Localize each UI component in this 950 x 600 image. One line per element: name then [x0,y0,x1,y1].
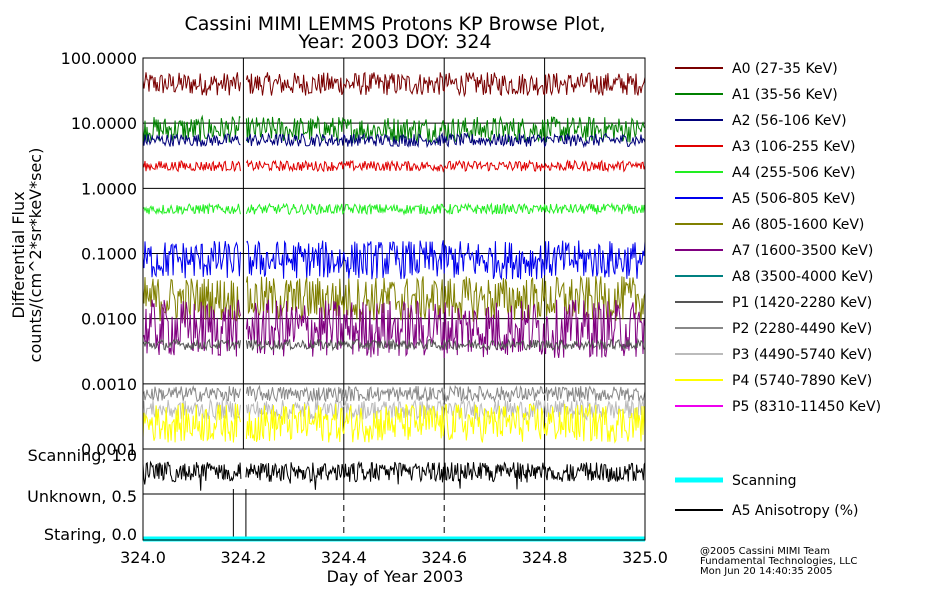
series-line [142,398,241,421]
y-tick-label: 100.0000 [61,49,137,68]
x-tick-label: 325.0 [622,548,668,567]
series-line [245,384,646,404]
legend-entry: P2 (2280-4490 KeV) [732,321,872,337]
legend-entry: P5 (8310-11450 KeV) [732,399,881,415]
flux-panel-grid: 100.0000 10.0000 1.0000 0.1000 0.0100 0.0010 0… [61,49,645,459]
series-line [245,337,646,352]
y-tick-label: 0.0010 [81,375,137,394]
series-line [245,202,646,216]
legend-entry: A1 (35-56 KeV) [732,87,838,103]
legend-entry: P1 (1420-2280 KeV) [732,295,872,311]
legend-entry: A3 (106-255 KeV) [732,139,855,155]
x-tick-label: 324.4 [321,548,367,567]
anisotropy-line [142,460,242,491]
legend-entry: P4 (5740-7890 KeV) [732,373,872,389]
legend-entry: A8 (3500-4000 KeV) [732,269,873,285]
series-line [142,159,241,173]
legend-entry: A6 (805-1600 KeV) [732,217,864,233]
series-line [142,240,241,279]
x-tick-label: 324.0 [120,548,166,567]
mode-panel-border [142,448,646,541]
legend-entry: A5 (506-805 KeV) [732,191,855,207]
series-line [142,277,241,322]
series-line [142,384,241,403]
x-tick-label: 324.8 [522,548,568,567]
series-line [246,239,646,281]
legend-entry: A2 (56-106 KeV) [732,113,847,129]
credit-line-2: Fundamental Technologies, LLC [700,556,857,567]
x-axis-label: Day of Year 2003 [327,567,464,586]
legend-entry: Scanning [732,473,797,489]
series-line [142,72,241,96]
series-line [245,115,646,144]
mode-tick-label: Unknown, 0.5 [27,487,137,506]
legend-entry: A7 (1600-3500 KeV) [732,243,873,259]
y-tick-label: 0.1000 [81,245,137,264]
credit-line-3: Mon Jun 20 14:40:35 2005 [700,566,833,577]
y-tick-label: 10.0000 [71,114,137,133]
legend-entry: A0 (27-35 KeV) [732,61,838,77]
y-tick-label: 0.0001 [81,440,137,459]
series-line [142,338,241,352]
y-tick-label: 0.0100 [81,310,137,329]
mode-panel: Scanning, 1.0 Unknown, 0.5 Staring, 0.0 [27,446,646,544]
x-axis-ticks: 324.0 324.2 324.4 324.6 324.8 325.0 [120,548,668,567]
credit-line-1: @2005 Cassini MIMI Team [700,546,830,557]
series-line [142,202,241,216]
flux-panel-series [142,71,646,444]
legend-entry: A5 Anisotropy (%) [732,503,859,519]
mode-tick-label: Scanning, 1.0 [28,446,137,465]
anisotropy-line [245,460,646,490]
series-line [245,159,646,173]
series-line [245,275,646,322]
x-tick-label: 324.2 [220,548,266,567]
legend: A0 (27-35 KeV) A1 (35-56 KeV) A2 (56-106 K… [675,61,881,519]
series-line [245,299,646,359]
y-axis-label-units: counts/(cm^2*sr*keV*sec) [26,148,45,363]
chart-subtitle: Year: 2003 DOY: 324 [297,31,491,53]
series-line [142,132,241,147]
y-axis-label: Differential Flux [9,191,28,318]
series-line [142,402,241,443]
mode-tick-label: Staring, 0.0 [44,525,137,544]
legend-entry: P3 (4490-5740 KeV) [732,347,872,363]
series-line [245,132,646,149]
series-line [245,71,646,98]
y-tick-label: 1.0000 [81,179,137,198]
series-line [245,403,646,444]
x-tick-label: 324.6 [421,548,467,567]
legend-entry: A4 (255-506 KeV) [732,165,855,181]
chart-title: Cassini MIMI LEMMS Protons KP Browse Plo… [184,13,605,35]
